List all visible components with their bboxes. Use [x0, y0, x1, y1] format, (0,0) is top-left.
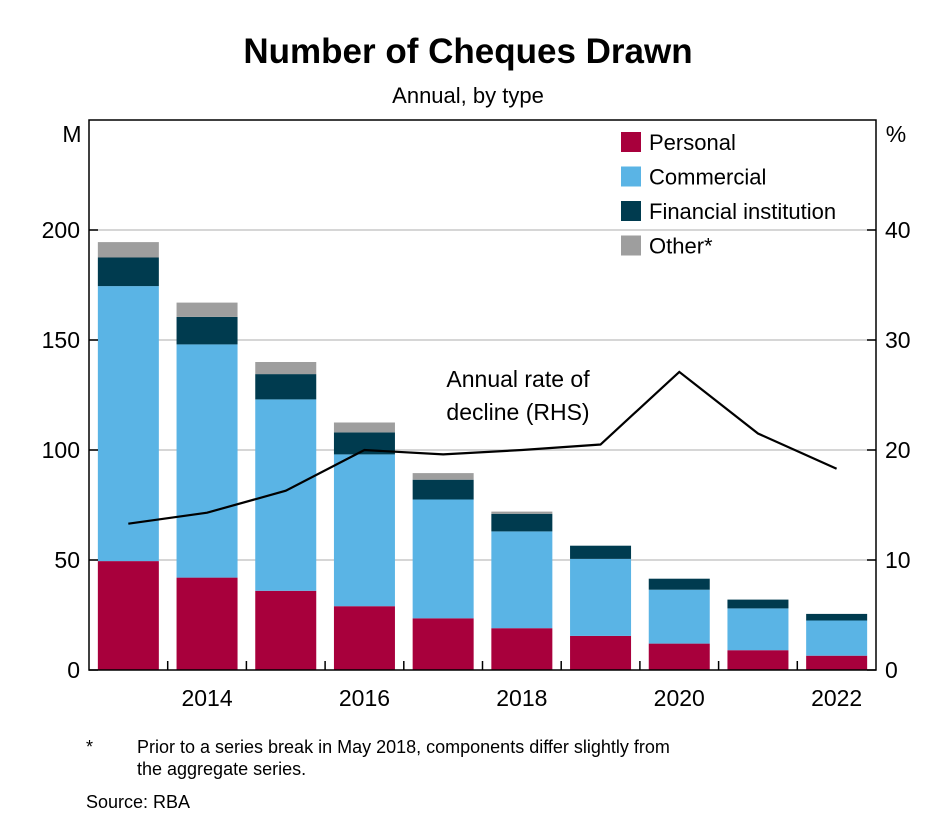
- right-tick-label: 10: [885, 547, 911, 573]
- bar-personal-2021: [727, 650, 789, 670]
- x-tick-label: 2014: [181, 685, 232, 711]
- bars: [97, 242, 868, 670]
- bar-financial-institution-2021: [727, 599, 789, 609]
- x-tick-label: 2016: [339, 685, 390, 711]
- bar-personal-2022: [806, 655, 868, 670]
- bar-other-2018: [491, 511, 553, 514]
- left-tick-label: 100: [42, 437, 80, 463]
- left-axis-unit: M: [62, 121, 81, 147]
- legend-swatch: [621, 132, 641, 152]
- bar-financial-institution-2019: [570, 545, 632, 559]
- bar-other-2016: [333, 422, 395, 433]
- right-tick-label: 30: [885, 327, 911, 353]
- left-tick-label: 150: [42, 327, 80, 353]
- bar-financial-institution-2018: [491, 513, 553, 532]
- bar-personal-2019: [570, 635, 632, 670]
- bar-personal-2013: [97, 561, 159, 670]
- legend-label: Other*: [649, 234, 713, 259]
- bar-financial-institution-2015: [255, 374, 317, 400]
- footnote-line-2: the aggregate series.: [137, 758, 307, 779]
- x-tick-label: 2022: [811, 685, 862, 711]
- chart-title: Number of Cheques Drawn: [243, 32, 693, 71]
- bar-commercial-2018: [491, 531, 553, 629]
- bar-personal-2015: [255, 590, 317, 670]
- bar-financial-institution-2014: [176, 316, 238, 345]
- legend-swatch: [621, 166, 641, 187]
- annotation-line: decline (RHS): [446, 399, 589, 425]
- left-tick-label: 50: [54, 547, 80, 573]
- bar-personal-2020: [648, 643, 710, 670]
- annotation-line: Annual rate of: [446, 366, 590, 392]
- bar-commercial-2021: [727, 608, 789, 651]
- chart-plot: 0 50 100 150 200 M 0 10 20 30 40% 2014 2016 2018 2020 2…: [42, 119, 911, 711]
- bar-financial-institution-2013: [97, 257, 159, 287]
- decline-line: [128, 370, 838, 525]
- bar-other-2017: [412, 473, 474, 480]
- axes: 0 50 100 150 200 M 0 10 20 30 40% 2014 2016 2018 2020 2…: [42, 121, 911, 711]
- annotation: Annual rate of decline (RHS): [446, 366, 590, 425]
- bar-personal-2014: [176, 577, 238, 670]
- left-tick-label: 0: [67, 657, 80, 683]
- bar-financial-institution-2017: [412, 479, 474, 500]
- bar-commercial-2017: [412, 499, 474, 619]
- right-axis-unit: %: [886, 121, 906, 147]
- bar-commercial-2022: [806, 620, 868, 656]
- bar-other-2014: [176, 302, 238, 317]
- footnote-line-1: Prior to a series break in May 2018, com…: [137, 737, 670, 757]
- bar-commercial-2016: [333, 454, 395, 607]
- right-tick-label: 20: [885, 437, 911, 463]
- bar-financial-institution-2016: [333, 432, 395, 455]
- legend-label: Financial institution: [649, 199, 836, 224]
- source-note: Source: RBA: [86, 792, 191, 812]
- bar-personal-2017: [412, 618, 474, 670]
- legend-label: Personal: [649, 130, 736, 155]
- bar-commercial-2015: [255, 399, 317, 591]
- legend-swatch: [621, 201, 641, 221]
- legend-label: Commercial: [649, 165, 766, 190]
- bar-commercial-2014: [176, 344, 238, 578]
- left-tick-label: 200: [42, 217, 80, 243]
- bar-financial-institution-2022: [806, 613, 868, 621]
- right-tick-label: 40: [885, 217, 911, 243]
- bar-financial-institution-2020: [648, 578, 710, 590]
- bar-commercial-2019: [570, 558, 632, 636]
- x-tick-label: 2020: [654, 685, 705, 711]
- legend: Personal Commercial Financial institution O…: [621, 130, 836, 259]
- bar-commercial-2020: [648, 589, 710, 644]
- footnote-text: Prior to a series break in May 2018, com…: [137, 737, 857, 780]
- decline-rate-line: [128, 370, 838, 525]
- bar-personal-2018: [491, 628, 553, 670]
- chart-subtitle: Annual, by type: [392, 83, 544, 108]
- right-tick-label: 0: [885, 657, 898, 683]
- bar-other-2013: [97, 242, 159, 258]
- bar-other-2015: [255, 362, 317, 375]
- footnote-marker: *: [86, 737, 94, 757]
- legend-swatch: [621, 235, 641, 256]
- bar-personal-2016: [333, 606, 395, 670]
- bar-commercial-2013: [97, 286, 159, 562]
- x-tick-label: 2018: [496, 685, 547, 711]
